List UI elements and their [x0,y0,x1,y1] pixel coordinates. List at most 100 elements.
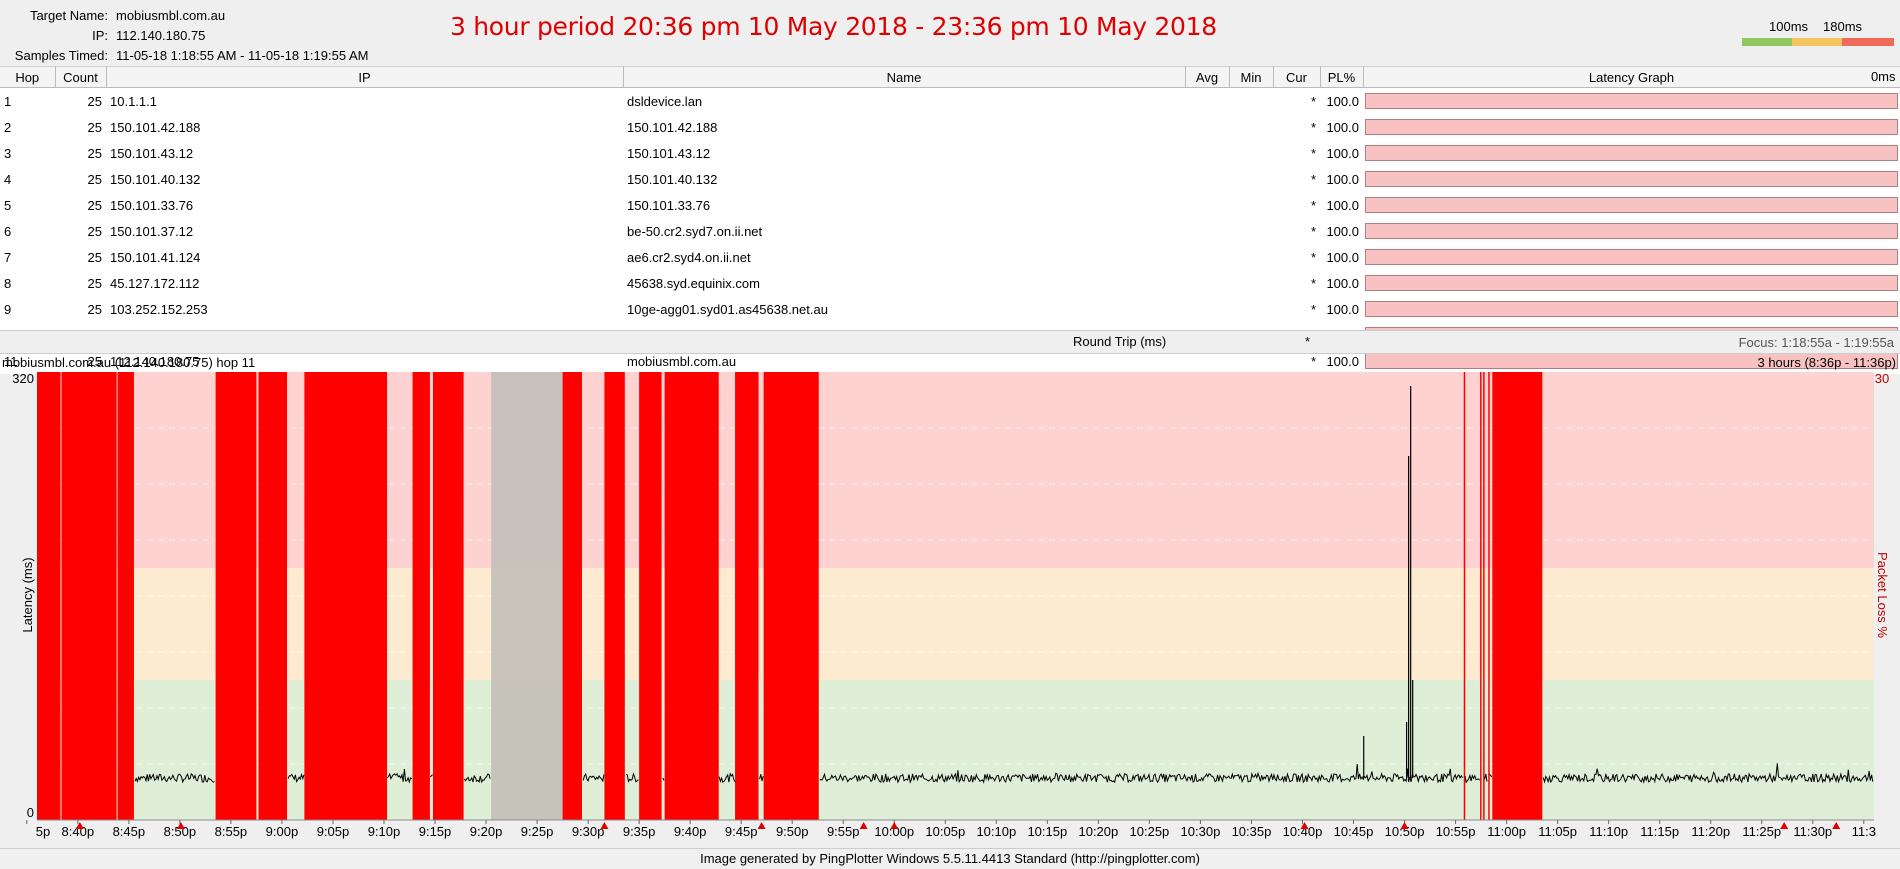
packet-loss-period [562,372,582,820]
samples-value: 11-05-18 1:18:55 AM - 11-05-18 1:19:55 A… [116,48,369,63]
target-name-value: mobiusmbl.com.au [116,8,226,23]
graph-title-left: mobiusmbl.com.au (112.140.180.75) hop 11 [2,355,256,370]
col-latency-graph-header[interactable]: Latency Graph 0ms [1363,66,1900,88]
x-tick-label: 11:20p [1691,824,1730,839]
round-trip-label: Round Trip (ms) [1073,334,1167,349]
ip-cell: 150.101.41.124 [110,249,201,265]
loss-marker-icon [1832,822,1841,829]
avg-cell [1185,114,1229,140]
x-tick-label: 10:00p [874,824,914,839]
round-trip-row: Round Trip (ms) * Focus: 1:18:55a - 1:19… [0,330,1900,354]
threshold-bad-swatch [1842,38,1894,46]
min-cell [1229,88,1273,115]
x-tick-label: 9:35p [623,824,656,839]
pl-cell: 100.0 [1326,171,1359,187]
cur-cell: * [1310,197,1316,213]
hop-cell: 4 [4,171,12,187]
name-cell: mobiusmbl.com.au [627,353,737,369]
cur-cell: * [1310,353,1316,369]
x-tick-label: 9:20p [470,824,503,839]
y-axis-max-label: 320 [12,371,34,386]
col-pl-header[interactable]: PL% [1320,66,1364,88]
table-row[interactable]: 4 25 150.101.40.132 150.101.40.132 * 100.0 [0,166,1900,192]
min-cell [1229,140,1273,166]
col-avg-header[interactable]: Avg [1185,66,1230,88]
loss-marker-icon [757,822,766,829]
x-tick-label: 10:55p [1436,824,1476,839]
table-row[interactable]: 3 25 150.101.43.12 150.101.43.12 * 100.0 [0,140,1900,166]
x-tick-label: 9:45p [725,824,758,839]
loss-marker-icon [75,822,84,829]
x-tick-label: 9:50p [776,824,809,839]
hop-cell: 3 [4,145,12,161]
loss-marker-icon [600,822,609,829]
ip-cell: 150.101.33.76 [110,197,194,213]
x-tick-label: 5p [36,824,50,839]
latency-graph-cell [1363,114,1900,140]
cur-cell: * [1310,223,1316,239]
hop-cell: 7 [4,249,12,265]
ip-value: 112.140.180.75 [116,28,206,43]
col-ip-header[interactable]: IP [106,66,624,88]
table-row[interactable]: 2 25 150.101.42.188 150.101.42.188 * 100.0 [0,114,1900,140]
packet-loss-period [61,372,117,820]
loss-marker-icon [890,822,899,829]
avg-cell [1185,296,1229,322]
packet-loss-period [1463,372,1466,820]
pl-cell: 100.0 [1326,249,1359,265]
x-tick-label: 8:45p [113,824,146,839]
packet-loss-period [664,372,719,820]
table-row[interactable]: 11 25 112.140.180.75 mobiusmbl.com.au * 100.0 [0,348,1900,374]
col-count-header[interactable]: Count [55,66,107,88]
x-tick-label: 9:40p [674,824,707,839]
x-tick-label: 11:00p [1487,824,1526,839]
target-name-label: Target Name: [29,8,108,23]
name-cell: 150.101.33.76 [627,197,711,213]
col-cur-header[interactable]: Cur [1273,66,1321,88]
count-cell: 25 [87,249,102,265]
pl-cell: 100.0 [1326,145,1359,161]
cur-cell: * [1310,145,1316,161]
min-cell [1229,218,1273,244]
loss-marker-icon [1780,822,1789,829]
latency-graph-label: Latency Graph [1588,69,1675,85]
packet-loss-bar [1365,145,1898,161]
table-row[interactable]: 5 25 150.101.33.76 150.101.33.76 * 100.0 [0,192,1900,218]
hop-table: Hop Count IP Name Avg Min Cur PL% Latenc… [0,66,1900,374]
x-tick-label: 11:15p [1640,824,1679,839]
latency-trace [134,763,1874,785]
x-tick-label: 10:50p [1385,824,1425,839]
ip-cell: 112.140.180.75 [110,353,200,369]
pl-cell: 100.0 [1326,301,1359,317]
x-tick-label: 10:10p [976,824,1016,839]
packet-loss-period [1480,372,1482,820]
count-cell: 25 [87,145,102,161]
latency-graph-cell [1363,140,1900,166]
x-tick-label: 11:10p [1589,824,1628,839]
table-row[interactable]: 7 25 150.101.41.124 ae6.cr2.syd4.on.ii.net *… [0,244,1900,270]
packet-loss-period [1488,372,1490,820]
latency-chart[interactable]: 320 0 30 Latency (ms) Packet Loss % 5p 8:… [0,368,1900,848]
no-data-period [491,372,575,820]
table-row[interactable]: 9 25 103.252.152.253 10ge-agg01.syd01.as456… [0,296,1900,322]
latency-graph-scale-label: 0ms [1870,69,1896,84]
col-min-header[interactable]: Min [1229,66,1274,88]
table-row[interactable]: 8 25 45.127.172.112 45638.syd.equinix.com * 1… [0,270,1900,296]
threshold-warn-swatch [1792,38,1842,46]
pl-cell: 100.0 [1326,275,1359,291]
col-name-header[interactable]: Name [623,66,1186,88]
ip-cell: 150.101.42.188 [110,119,201,135]
table-row[interactable]: 6 25 150.101.37.12 be-50.cr2.syd7.on.ii.net… [0,218,1900,244]
packet-loss-bar [1365,197,1898,213]
packet-loss-bar [1365,93,1898,109]
x-tick-label: 9:30p [572,824,605,839]
col-hop-header[interactable]: Hop [0,66,56,88]
min-cell [1229,166,1273,192]
packet-loss-bar [1365,171,1898,187]
x-tick-label: 9:25p [521,824,554,839]
table-row[interactable]: 1 25 10.1.1.1 dsldevice.lan * 100.0 [0,88,1900,115]
pl-cell: 100.0 [1326,119,1359,135]
latency-graph-cell [1363,88,1900,115]
ip-cell: 103.252.152.253 [110,301,208,317]
x-tick-label: 10:45p [1334,824,1374,839]
